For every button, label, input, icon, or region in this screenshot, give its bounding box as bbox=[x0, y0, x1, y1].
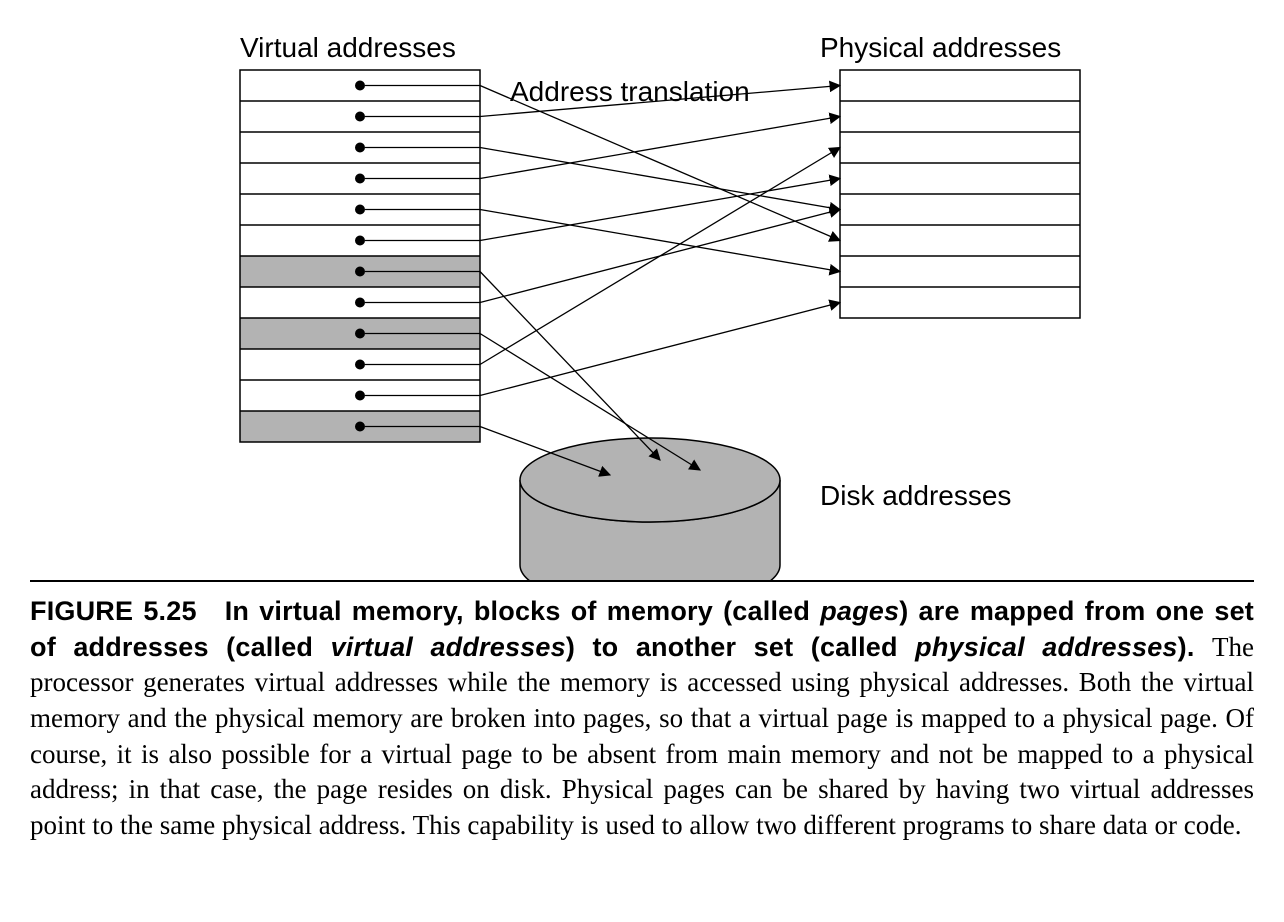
figure-page: Virtual addresses Physical addresses Add… bbox=[0, 0, 1284, 922]
figure-caption: FIGURE 5.25In virtual memory, blocks of … bbox=[30, 594, 1254, 843]
label-physical-addresses: Physical addresses bbox=[820, 32, 1061, 64]
label-address-translation: Address translation bbox=[510, 76, 750, 108]
caption-rule bbox=[30, 580, 1254, 582]
caption-lead: FIGURE 5.25In virtual memory, blocks of … bbox=[30, 596, 1254, 662]
caption-body: The processor generates virtual addresse… bbox=[30, 632, 1254, 840]
label-disk-addresses: Disk addresses bbox=[820, 480, 1011, 512]
diagram: Virtual addresses Physical addresses Add… bbox=[30, 20, 1254, 580]
label-virtual-addresses: Virtual addresses bbox=[240, 32, 456, 64]
figure-number: FIGURE 5.25 bbox=[30, 596, 197, 626]
caption-lead-text: In virtual memory, blocks of memory (cal… bbox=[30, 596, 1254, 662]
